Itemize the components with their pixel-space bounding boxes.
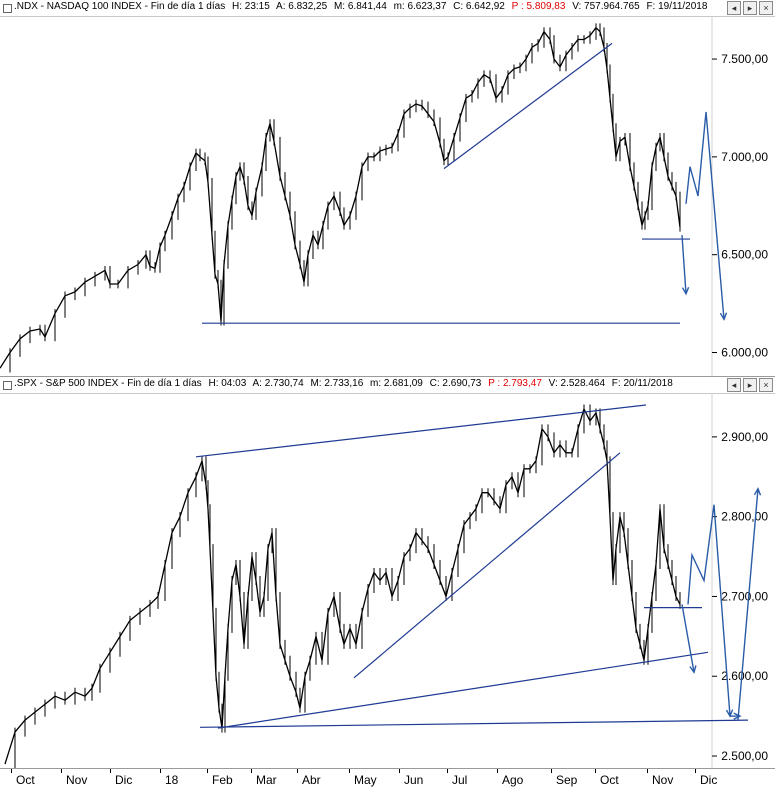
y-tick-label: 6.500,00 <box>721 248 768 262</box>
header-buttons: ◂ ▸ × <box>727 378 773 392</box>
trendline <box>195 404 647 458</box>
scroll-right-icon[interactable]: ▸ <box>743 378 757 392</box>
chart-header: .SPX - S&P 500 INDEX - Fin de día 1 días… <box>0 377 775 394</box>
arrowhead <box>733 712 742 720</box>
header-low: m: 6.623,37 <box>393 1 447 12</box>
header-text: .SPX - S&P 500 INDEX - Fin de día 1 días… <box>14 378 677 389</box>
close-icon[interactable]: × <box>759 1 773 15</box>
x-tick-label: Oct <box>600 773 619 787</box>
y-tick-label: 2.800,00 <box>721 510 768 524</box>
x-tick-label: Nov <box>66 773 88 787</box>
header-close: C: 6.642,92 <box>453 1 505 12</box>
header-high: M: 2.733,16 <box>310 378 364 389</box>
x-tick-mark <box>11 769 12 773</box>
x-tick-label: Dic <box>700 773 718 787</box>
arrowhead <box>689 665 697 674</box>
projection-path <box>737 488 759 721</box>
projection-path <box>685 111 725 320</box>
ndx-plot: 7.500,00 7.000,00 6.500,00 6.000,00 <box>0 16 768 376</box>
x-tick-mark <box>61 769 62 773</box>
trendline <box>353 452 621 679</box>
header-p: P : 5.809,83 <box>511 1 566 12</box>
header-volume: V: 757.964.765 <box>572 1 640 12</box>
arrowhead <box>681 287 690 296</box>
arrowhead <box>753 487 762 496</box>
x-tick-label: Oct <box>16 773 35 787</box>
x-tick-label: Ago <box>502 773 524 787</box>
header-volume: V: 2.528.464 <box>548 378 606 389</box>
y-tick-label: 2.500,00 <box>721 749 768 763</box>
x-tick-label: Nov <box>652 773 674 787</box>
header-low: m: 2.681,09 <box>370 378 423 389</box>
header-p: P : 2.793,47 <box>488 378 542 389</box>
close-icon[interactable]: × <box>759 378 773 392</box>
y-tick-label: 6.000,00 <box>721 346 768 360</box>
header-symbol: .NDX - NASDAQ 100 INDEX - Fin de día 1 d… <box>14 1 226 12</box>
time-axis: Oct Nov Dic 18 Feb Mar Abr May Jun Jul Ago Sep Oct No… <box>0 768 775 789</box>
spx-chart-panel[interactable]: .SPX - S&P 500 INDEX - Fin de día 1 días… <box>0 376 775 769</box>
chart-header: .NDX - NASDAQ 100 INDEX - Fin de día 1 d… <box>0 0 775 17</box>
x-tick-mark <box>160 769 161 773</box>
panel-menu-icon[interactable] <box>3 4 12 13</box>
x-tick-mark <box>447 769 448 773</box>
x-tick-mark <box>595 769 596 773</box>
projection-path <box>681 235 687 294</box>
projection-path <box>681 604 695 673</box>
x-tick-mark <box>207 769 208 773</box>
x-tick-label: Abr <box>302 773 321 787</box>
header-open: A: 6.832,25 <box>276 1 328 12</box>
scroll-right-icon[interactable]: ▸ <box>743 1 757 15</box>
header-high: M: 6.841,44 <box>333 1 387 12</box>
scroll-left-icon[interactable]: ◂ <box>727 1 741 15</box>
spx-plot: 2.900,00 2.800,00 2.700,00 2.600,00 2.500,00 <box>4 393 768 768</box>
trendline <box>217 651 709 729</box>
price-series <box>4 408 681 765</box>
header-date: F: 19/11/2018 <box>646 1 708 12</box>
projection-path <box>687 504 731 717</box>
scroll-left-icon[interactable]: ◂ <box>727 378 741 392</box>
y-tick-label: 7.000,00 <box>721 150 768 164</box>
x-tick-mark <box>349 769 350 773</box>
y-tick-label: 2.900,00 <box>721 430 768 444</box>
x-tick-label: Dic <box>115 773 133 787</box>
x-tick-mark <box>647 769 648 773</box>
ndx-chart-panel[interactable]: .NDX - NASDAQ 100 INDEX - Fin de día 1 d… <box>0 0 775 376</box>
x-tick-mark <box>110 769 111 773</box>
header-time: H: 04:03 <box>208 378 247 389</box>
header-time: H: 23:15 <box>231 1 270 12</box>
header-symbol: .SPX - S&P 500 INDEX - Fin de día 1 días <box>14 378 202 389</box>
header-text: .NDX - NASDAQ 100 INDEX - Fin de día 1 d… <box>14 1 711 12</box>
y-tick-label: 2.700,00 <box>721 589 768 603</box>
header-buttons: ◂ ▸ × <box>727 1 773 15</box>
x-tick-label: 18 <box>165 773 179 787</box>
y-tick-label: 7.500,00 <box>721 52 768 66</box>
x-tick-mark <box>695 769 696 773</box>
support-line <box>199 719 749 728</box>
x-tick-label: May <box>354 773 377 787</box>
arrowhead <box>719 312 728 321</box>
panel-menu-icon[interactable] <box>3 381 12 390</box>
header-date: F: 20/11/2018 <box>611 378 673 389</box>
x-tick-mark <box>251 769 252 773</box>
x-tick-mark <box>297 769 298 773</box>
x-tick-label: Jul <box>452 773 468 787</box>
x-tick-label: Sep <box>556 773 578 787</box>
x-tick-mark <box>551 769 552 773</box>
header-open: A: 2.730,74 <box>252 378 304 389</box>
x-tick-label: Mar <box>256 773 277 787</box>
x-tick-label: Feb <box>212 773 233 787</box>
trendline <box>443 42 613 170</box>
x-tick-mark <box>497 769 498 773</box>
x-tick-mark <box>399 769 400 773</box>
x-tick-label: Jun <box>404 773 424 787</box>
y-tick-label: 2.600,00 <box>721 669 768 683</box>
header-close: C: 2.690,73 <box>429 378 482 389</box>
